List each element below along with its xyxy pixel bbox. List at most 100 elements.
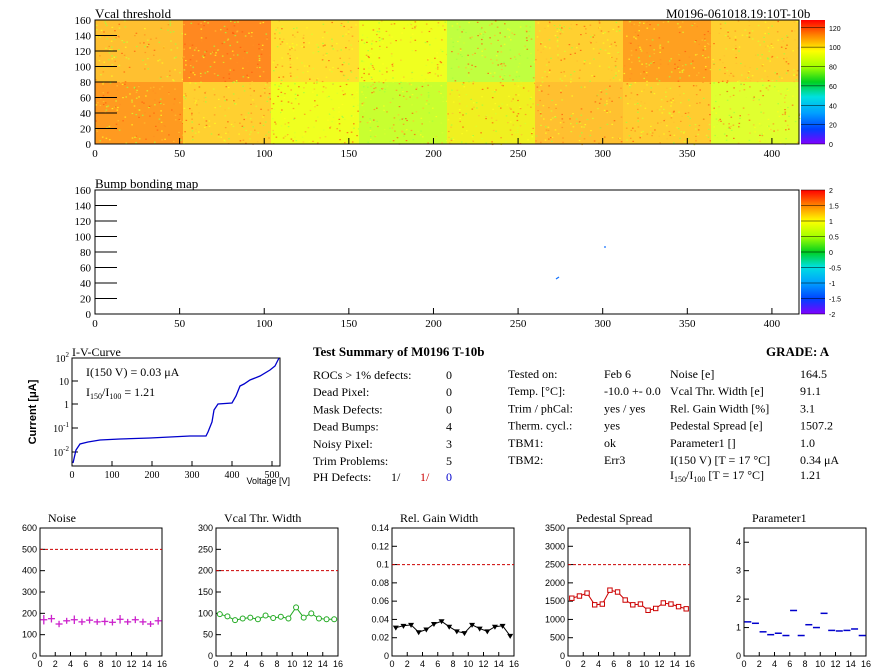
pixel-noise <box>169 74 171 77</box>
pixel-noise <box>680 102 682 104</box>
pixel-noise <box>723 55 726 57</box>
pixel-noise <box>500 51 503 53</box>
pixel-noise <box>152 90 154 92</box>
pixel-noise <box>190 71 192 73</box>
pixel-noise <box>751 38 754 40</box>
pixel-noise <box>508 36 510 38</box>
pixel-noise <box>474 52 476 54</box>
pixel-noise <box>709 114 711 116</box>
pixel-noise <box>592 117 594 119</box>
pixel-noise <box>798 117 801 120</box>
pixel-noise <box>632 140 634 142</box>
x-tick-label: 0 <box>37 659 42 669</box>
pixel-noise <box>472 135 474 137</box>
roc-block <box>271 82 359 144</box>
parameter-value: 0.34 μA <box>800 453 839 467</box>
pixel-noise <box>541 90 543 92</box>
pixel-noise <box>157 35 159 37</box>
pixel-noise <box>291 47 293 49</box>
pixel-noise <box>768 125 770 127</box>
pixel-noise <box>575 118 578 120</box>
pixel-noise <box>338 111 340 113</box>
pixel-noise <box>470 38 472 40</box>
pixel-noise <box>526 39 528 42</box>
pixel-noise <box>262 116 264 118</box>
pixel-noise <box>541 103 544 105</box>
pixel-noise <box>593 34 596 36</box>
pixel-noise <box>420 117 423 119</box>
pixel-noise <box>440 122 443 124</box>
data-point <box>262 612 269 619</box>
pixel-noise <box>234 103 237 105</box>
pixel-noise <box>153 112 155 114</box>
pixel-noise <box>459 112 461 114</box>
pixel-noise <box>135 91 138 93</box>
pixel-noise <box>287 135 289 137</box>
summary-row-value: 5 <box>446 454 452 468</box>
pixel-noise <box>274 37 276 39</box>
pixel-noise <box>287 122 290 124</box>
pixel-noise <box>764 21 767 23</box>
pixel-noise <box>788 115 790 117</box>
pixel-noise <box>133 86 136 88</box>
pixel-noise <box>147 39 149 41</box>
pixel-noise <box>480 28 482 30</box>
pixel-noise <box>241 31 244 33</box>
pixel-noise <box>768 50 771 52</box>
pixel-noise <box>293 36 296 38</box>
pixel-noise <box>312 140 314 142</box>
pixel-noise <box>668 100 671 102</box>
pixel-noise <box>735 54 737 56</box>
pixel-noise <box>298 86 300 88</box>
pixel-noise <box>401 130 403 132</box>
pixel-noise <box>510 100 513 102</box>
pixel-noise <box>510 39 512 41</box>
pixel-noise <box>590 130 592 132</box>
pixel-noise <box>173 57 176 59</box>
pixel-noise <box>688 75 691 77</box>
pixel-noise <box>315 82 318 84</box>
pixel-noise <box>490 117 493 119</box>
pixel-noise <box>458 96 460 98</box>
pixel-noise <box>386 46 388 48</box>
iv-y-tick-label: 1 <box>64 400 69 411</box>
pixel-noise <box>286 134 289 136</box>
pixel-noise <box>385 67 388 69</box>
pixel-noise <box>777 111 779 113</box>
pixel-noise <box>451 89 453 91</box>
pixel-noise <box>138 116 140 118</box>
pixel-noise <box>515 58 517 60</box>
y-tick-label: 0.06 <box>371 596 389 606</box>
pixel-noise <box>154 99 156 101</box>
pixel-noise <box>637 126 640 128</box>
pixel-noise <box>221 42 224 45</box>
pixel-noise <box>266 100 269 102</box>
pixel-noise <box>406 119 408 122</box>
pixel-noise <box>767 80 770 82</box>
pixel-noise <box>475 102 478 104</box>
pixel-noise <box>500 137 502 139</box>
pixel-noise <box>314 106 316 108</box>
pixel-noise <box>203 100 205 102</box>
pixel-noise <box>463 42 465 44</box>
pixel-noise <box>339 85 342 87</box>
pixel-noise <box>542 48 545 50</box>
pixel-noise <box>355 24 357 26</box>
pixel-noise <box>545 132 547 134</box>
pixel-noise <box>249 133 251 135</box>
pixel-noise <box>342 35 344 37</box>
pixel-noise <box>117 35 120 37</box>
pixel-noise <box>689 117 691 120</box>
pixel-noise <box>458 103 461 105</box>
pixel-noise <box>113 56 116 58</box>
chart-frame <box>39 527 163 657</box>
pixel-noise <box>495 55 498 57</box>
pixel-noise <box>637 34 639 36</box>
pixel-noise <box>620 141 623 143</box>
pixel-noise <box>220 136 222 138</box>
pixel-noise <box>411 104 413 106</box>
x-tick-label: 50 <box>174 318 186 330</box>
pixel-noise <box>200 31 203 33</box>
pixel-noise <box>791 30 793 32</box>
pixel-noise <box>767 118 770 120</box>
